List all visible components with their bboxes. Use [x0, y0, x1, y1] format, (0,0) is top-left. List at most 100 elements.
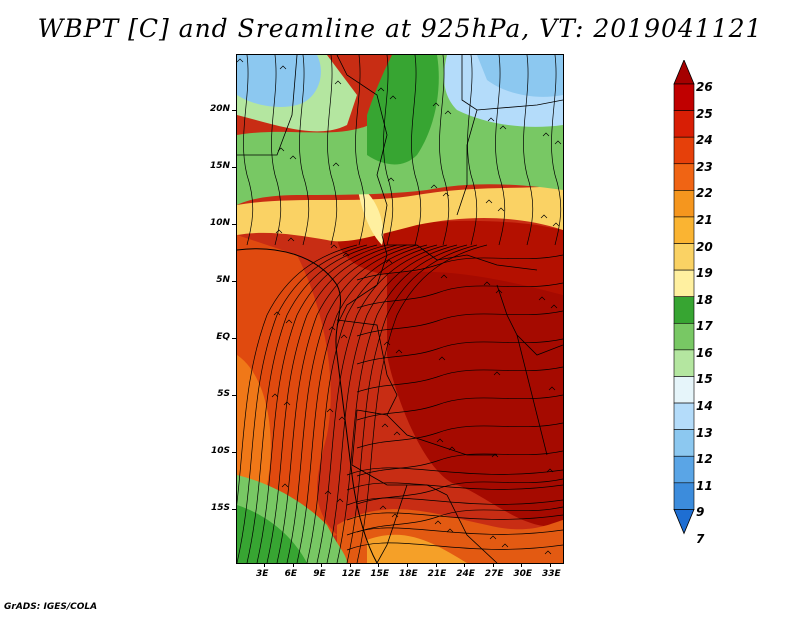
streamline	[356, 422, 563, 449]
colorbar-label: 25	[696, 106, 713, 121]
streamline	[381, 423, 389, 428]
streamline	[285, 319, 293, 324]
colorbar	[673, 60, 695, 535]
colorbar-label: 9	[696, 505, 705, 520]
colorbar-label: 23	[696, 159, 713, 174]
lon-label-30e: 30E	[513, 569, 533, 579]
field-north-pale	[357, 185, 384, 245]
streamline	[356, 450, 563, 477]
lat-label-10n: 10N	[209, 218, 230, 228]
streamline	[286, 244, 418, 563]
streamline	[299, 55, 310, 246]
streamline	[346, 542, 563, 551]
colorbar-label: 12	[696, 452, 713, 467]
streamline	[324, 490, 332, 495]
colorbar-label: 13	[696, 425, 713, 440]
colorbar-swatch	[673, 83, 695, 111]
lon-tick	[264, 563, 265, 567]
streamline	[497, 207, 505, 212]
streamline	[328, 326, 336, 331]
streamline	[266, 244, 398, 563]
streamline	[338, 416, 346, 421]
field-south-amber	[367, 534, 467, 563]
lat-tick	[232, 110, 236, 111]
streamline	[275, 229, 283, 234]
streamline	[271, 55, 282, 246]
lon-tick	[492, 563, 494, 567]
streamline	[356, 254, 563, 281]
lon-tick	[292, 563, 294, 567]
streamline	[334, 80, 342, 85]
streamline	[306, 244, 438, 563]
streamline	[383, 55, 394, 246]
streamline	[483, 281, 491, 286]
streamline	[377, 87, 385, 92]
streamline	[540, 214, 548, 219]
streamline	[283, 401, 291, 406]
lat-label-15s: 15S	[210, 503, 230, 513]
streamline	[467, 55, 478, 246]
streamlines	[237, 55, 563, 563]
streamline	[346, 512, 563, 521]
lat-tick	[232, 224, 236, 225]
colorbar-label: 18	[696, 292, 713, 307]
colorbar-label: 17	[696, 319, 713, 334]
colorbar-swatch	[673, 402, 695, 430]
streamline	[296, 244, 428, 563]
streamline	[356, 244, 488, 563]
lon-label-9e: 9E	[313, 569, 326, 579]
lon-label-3e: 3E	[256, 569, 269, 579]
streamline	[393, 431, 401, 436]
streamline	[439, 55, 450, 246]
field-north-yellow	[237, 185, 563, 242]
streamline	[411, 55, 422, 246]
streamline	[552, 222, 560, 227]
field-nw-blue	[237, 55, 321, 107]
colorbar-swatch	[673, 296, 695, 324]
streamline	[342, 252, 350, 257]
colorbar-label: 11	[696, 478, 713, 493]
colorbar-swatch	[673, 429, 695, 457]
lon-tick	[378, 563, 380, 567]
colorbar-label: 15	[696, 372, 713, 387]
streamline	[385, 259, 393, 264]
streamline	[548, 386, 556, 391]
colorbar-swatch	[673, 322, 695, 351]
lon-tick	[464, 563, 466, 567]
streamline	[355, 55, 366, 246]
streamline	[487, 117, 495, 122]
lat-tick	[232, 281, 236, 282]
lon-label-21e: 21E	[427, 569, 447, 579]
streamline	[542, 132, 550, 137]
lat-tick	[232, 395, 236, 396]
streamline	[346, 482, 563, 491]
colorbar-swatch	[673, 349, 695, 377]
west-coastline	[237, 248, 378, 563]
lon-tick	[521, 563, 523, 567]
lat-label-20n: 20N	[209, 104, 230, 114]
colorbar-label: 22	[696, 186, 713, 201]
lon-label-24e: 24E	[456, 569, 475, 579]
streamline	[523, 55, 534, 246]
colorbar-top-arrow	[673, 60, 695, 85]
streamline	[434, 520, 442, 525]
field-core	[387, 264, 563, 527]
colorbar-label: 7	[696, 532, 705, 546]
lon-label-6e: 6E	[284, 569, 298, 579]
streamline	[550, 304, 558, 309]
streamline	[327, 55, 338, 246]
streamline	[356, 506, 563, 533]
streamline	[432, 102, 440, 107]
streamline	[491, 453, 499, 458]
lat-tick	[232, 509, 236, 510]
lon-tick	[349, 563, 351, 567]
streamline	[440, 274, 448, 279]
lat-tick	[232, 167, 236, 168]
streamline	[273, 311, 281, 316]
streamline	[546, 468, 554, 473]
lat-label-5s: 5S	[217, 389, 230, 399]
wbpt-field	[237, 55, 563, 563]
streamline	[271, 393, 279, 398]
lon-label-27e: 27E	[484, 569, 504, 579]
chart-title: WBPT [C] and Sreamline at 925hPa, VT: 20…	[37, 14, 763, 43]
